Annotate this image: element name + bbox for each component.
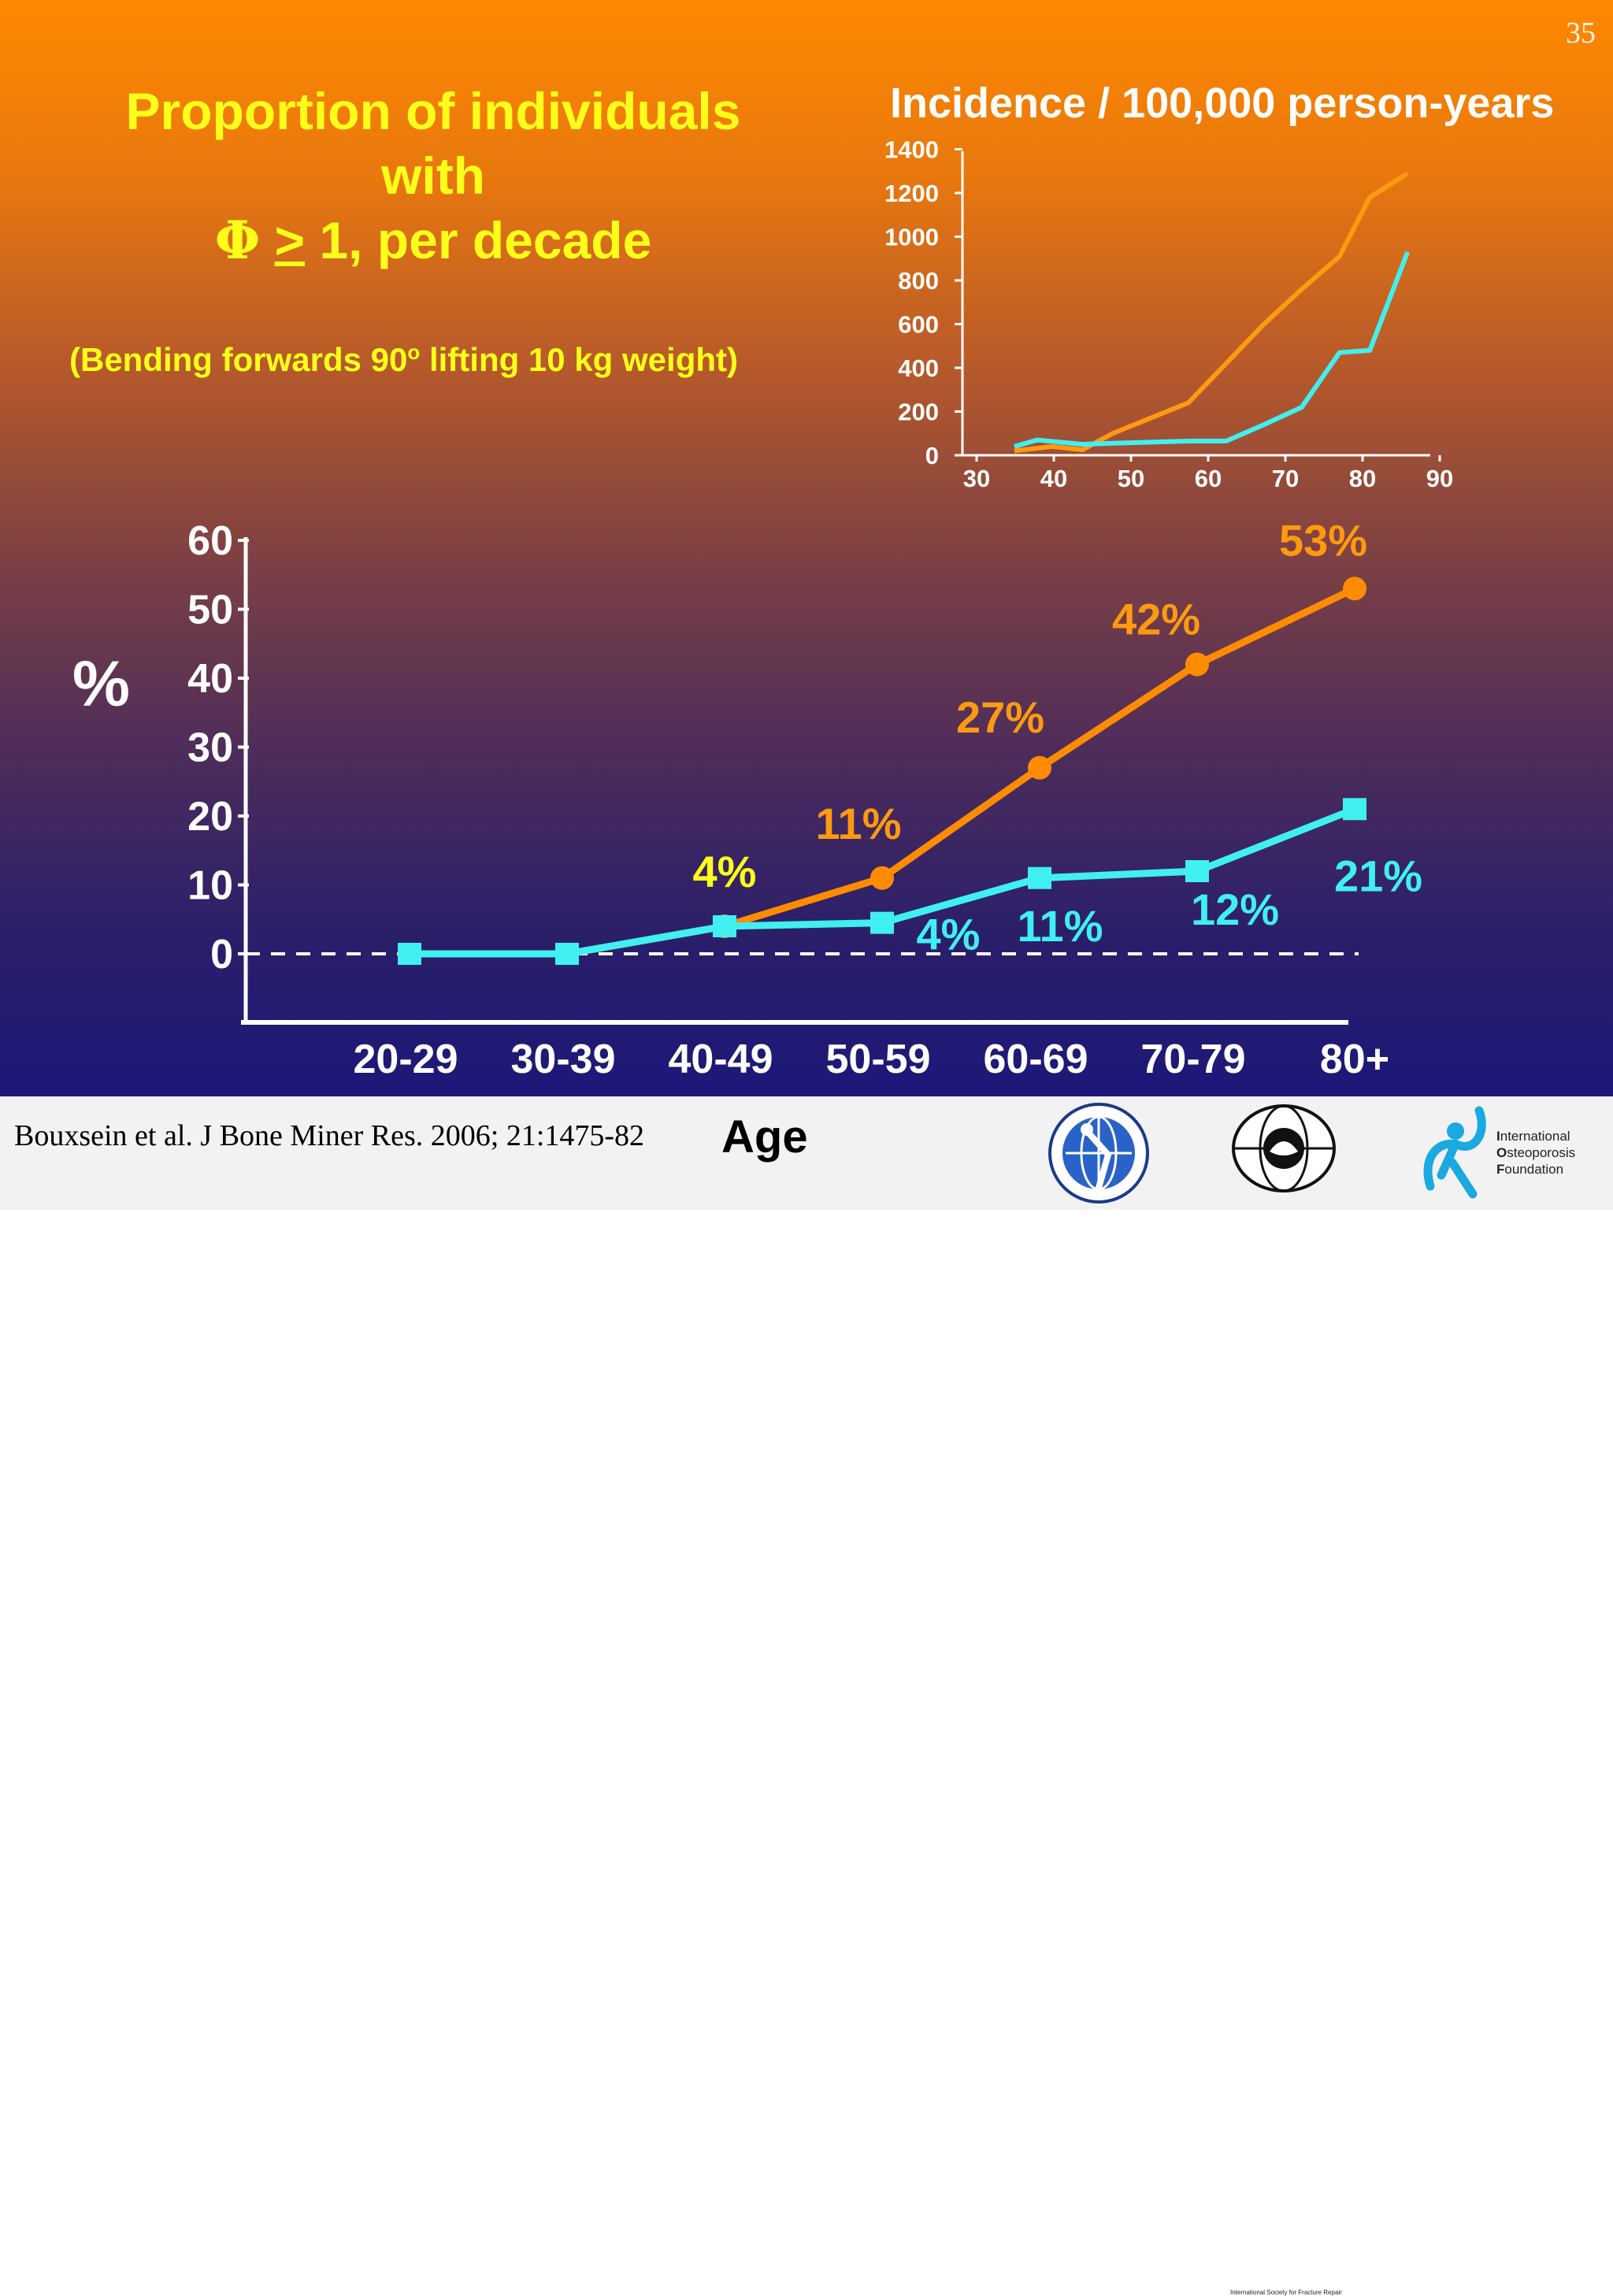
incidence-chart-title: Incidence / 100,000 person-years	[890, 80, 1555, 127]
iof-initial-3: F	[1496, 1162, 1505, 1177]
data-label: 12%	[1191, 885, 1279, 934]
y-tick-label: 20	[187, 794, 233, 840]
iof-text-3: oundation	[1504, 1162, 1564, 1177]
x-tick-label: 30-39	[511, 1037, 616, 1082]
left-title-line3: Φ > 1, per decade	[47, 208, 819, 273]
inset-y-tick-label: 0	[925, 442, 939, 469]
footer-bar: Bouxsein et al. J Bone Miner Res. 2006; …	[0, 1096, 1613, 2296]
x-tick-label: 50-59	[826, 1037, 931, 1082]
inset-y-tick-label: 1400	[884, 136, 939, 164]
data-label: 11%	[1018, 901, 1103, 951]
iof-initial-2: O	[1496, 1145, 1507, 1160]
cyan-point	[1343, 798, 1366, 821]
orange-point	[1185, 652, 1209, 677]
x-tick-label: 70-79	[1141, 1037, 1246, 1082]
subtitle: (Bending forwards 90o lifting 10 kg weig…	[69, 340, 738, 379]
data-label: 27%	[956, 692, 1044, 742]
inset-y-tick-label: 800	[898, 267, 939, 295]
citation: Bouxsein et al. J Bone Miner Res. 2006; …	[14, 1119, 645, 1152]
cyan-point	[1185, 860, 1209, 882]
data-label: 11%	[816, 799, 902, 848]
data-label: 4%	[917, 910, 981, 959]
cyan-point	[713, 915, 736, 937]
y-axis-label: %	[72, 648, 130, 720]
subtitle-before: (Bending forwards 90	[69, 341, 408, 378]
inset-x-tick-label: 50	[1118, 465, 1144, 492]
data-label: 4%	[693, 847, 757, 896]
iof-figure-icon	[1423, 1106, 1486, 1199]
inset-y-tick-label: 1000	[884, 224, 939, 251]
phi-symbol: Φ	[214, 210, 261, 271]
iof-initial-1: I	[1496, 1129, 1500, 1144]
cyan-point	[398, 943, 421, 965]
y-tick-label: 40	[187, 656, 233, 702]
x-tick-label: 60-69	[984, 1037, 1088, 1082]
subtitle-after: lifting 10 kg weight)	[420, 341, 738, 378]
y-tick-label: 0	[210, 932, 233, 977]
inset-x-tick-label: 60	[1195, 465, 1222, 492]
x-axis-label: Age	[721, 1111, 808, 1163]
charts-canvas: 0 10 20 30 40 50 60 20-29 30-39 40-49 50-59 60-69 70…	[187, 136, 1453, 1083]
iof-text-2: steoporosis	[1507, 1145, 1576, 1160]
greater-equal-symbol: >	[274, 211, 306, 269]
bone-and-joint-decade-globe-icon	[1048, 1103, 1149, 1204]
inset-y-tick-label: 600	[898, 311, 939, 339]
x-tick-label: 20-29	[354, 1037, 458, 1082]
iof-wordmark: International Osteoporosis Foundation	[1496, 1128, 1575, 1178]
cyan-point	[555, 943, 579, 965]
data-label: 21%	[1334, 851, 1422, 900]
data-label: 42%	[1112, 595, 1200, 644]
isfr-globe-icon	[1232, 1104, 1336, 1193]
inset-cyan-line	[1014, 250, 1411, 449]
y-tick-label: 30	[187, 725, 233, 771]
x-tick-label: 80+	[1320, 1037, 1389, 1082]
data-label: 53%	[1279, 515, 1367, 565]
left-title: Proportion of individuals with Φ > 1, pe…	[47, 79, 819, 273]
inset-y-tick-label: 200	[898, 399, 939, 426]
inset-y-tick-label: 1200	[884, 180, 939, 207]
inset-x-tick-label: 30	[963, 465, 990, 492]
isfr-caption: International Society for Fracture Repai…	[1230, 2289, 1342, 2296]
orange-point	[1028, 755, 1051, 780]
slide-background: 35 Proportion of individuals with Φ > 1,…	[0, 0, 1613, 1096]
slide-number: 35	[1566, 17, 1596, 50]
inset-orange-line	[1014, 171, 1409, 454]
inset-x-tick-label: 70	[1272, 465, 1299, 492]
left-title-line1: Proportion of individuals	[125, 82, 741, 140]
y-tick-label: 10	[187, 863, 233, 909]
inset-x-tick-label: 90	[1426, 465, 1453, 492]
y-tick-label: 60	[187, 518, 233, 564]
left-title-line2: with	[381, 147, 485, 205]
inset-y-tick-label: 400	[898, 354, 939, 382]
inset-x-tick-label: 40	[1040, 465, 1067, 492]
orange-point	[870, 866, 894, 890]
orange-point	[1343, 577, 1366, 601]
subtitle-degree: o	[407, 340, 421, 364]
iof-text-1: nternational	[1500, 1129, 1570, 1144]
cyan-point	[870, 911, 894, 934]
x-tick-label: 40-49	[669, 1037, 773, 1082]
inset-x-tick-label: 80	[1349, 465, 1376, 492]
left-title-line3-rest: 1, per decade	[305, 211, 652, 269]
y-tick-label: 50	[187, 588, 233, 633]
cyan-point	[1028, 866, 1051, 889]
